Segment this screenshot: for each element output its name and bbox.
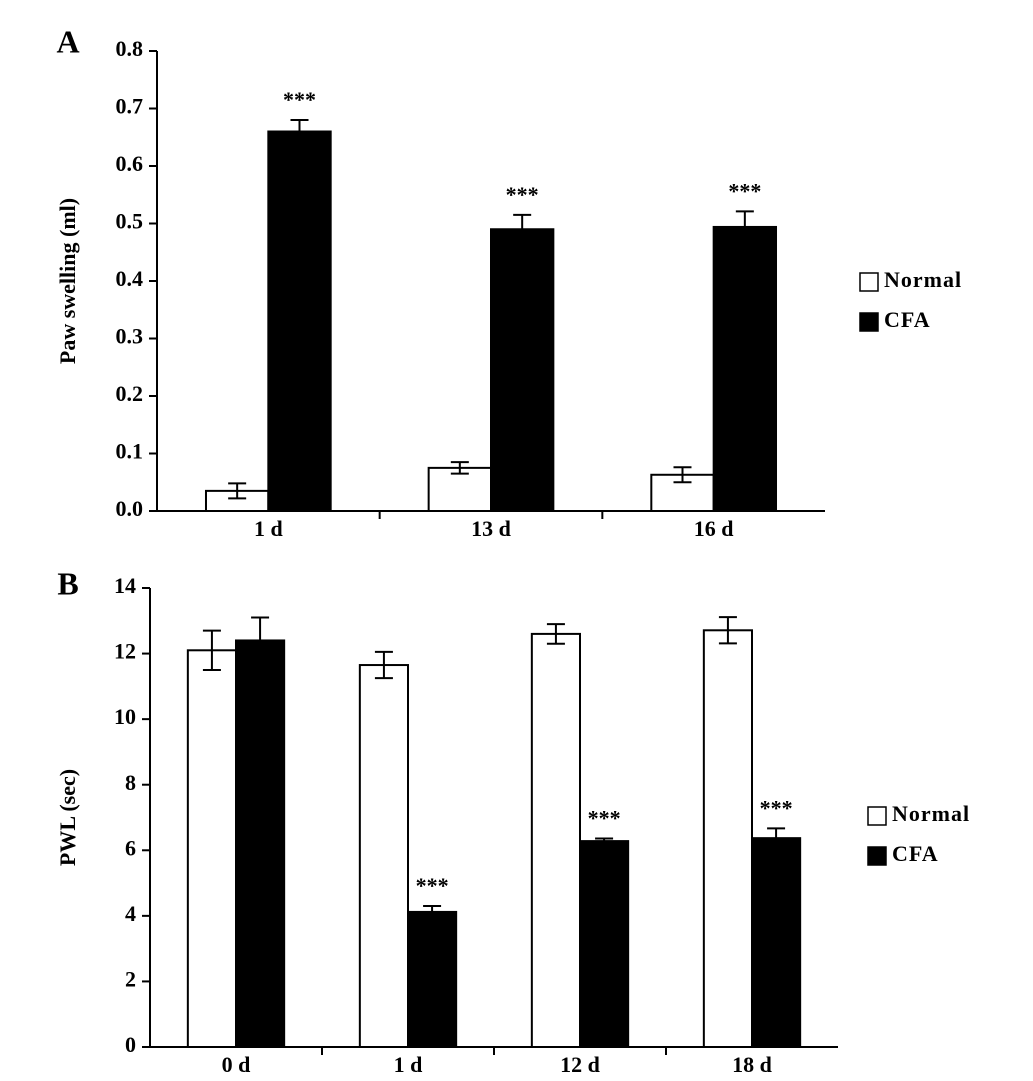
significance-mark: ***: [506, 182, 539, 207]
bar: [267, 130, 332, 512]
legend-label: CFA: [884, 307, 931, 332]
x-tick-label: 1 d: [254, 516, 283, 541]
y-tick-label: 0.0: [116, 496, 144, 521]
significance-mark: ***: [588, 806, 621, 831]
bar: [712, 225, 778, 512]
legend-swatch: [867, 806, 887, 826]
y-tick-label: 0.4: [116, 266, 144, 291]
y-tick-label: 6: [125, 835, 136, 860]
significance-mark: ***: [728, 178, 761, 203]
y-tick-label: 14: [114, 573, 136, 598]
bar: [235, 639, 286, 1048]
x-tick-label: 12 d: [560, 1052, 600, 1077]
y-tick-label: 0.1: [116, 439, 144, 464]
y-tick-label: 0: [125, 1032, 136, 1057]
x-tick-label: 0 d: [222, 1052, 251, 1077]
bar: [358, 664, 409, 1049]
y-tick-label: 10: [114, 704, 136, 729]
legend-swatch: [859, 272, 879, 292]
bar: [407, 910, 458, 1048]
y-tick-label: 0.7: [116, 94, 144, 119]
bar: [751, 837, 802, 1049]
panel-label: B: [57, 565, 78, 601]
significance-mark: ***: [760, 795, 793, 820]
legend-label: Normal: [892, 801, 970, 826]
legend-swatch: [859, 312, 879, 332]
bar: [579, 840, 630, 1048]
y-tick-label: 12: [114, 639, 136, 664]
bar: [186, 649, 237, 1048]
bar: [702, 629, 754, 1048]
y-tick-label: 2: [125, 966, 136, 991]
y-tick-label: 0.6: [116, 151, 144, 176]
y-axis-label: Paw swelling (ml): [55, 198, 80, 364]
bar: [490, 228, 555, 512]
x-tick-label: 18 d: [732, 1052, 772, 1077]
significance-mark: ***: [416, 873, 449, 898]
x-tick-label: 1 d: [394, 1052, 423, 1077]
x-tick-label: 16 d: [694, 516, 734, 541]
y-tick-label: 0.3: [116, 324, 144, 349]
y-tick-label: 4: [125, 901, 136, 926]
legend-label: Normal: [884, 267, 962, 292]
panel-label: A: [56, 23, 79, 59]
bar: [427, 466, 492, 512]
legend-swatch: [867, 846, 887, 866]
legend-label: CFA: [892, 841, 939, 866]
significance-mark: ***: [283, 87, 316, 112]
bar: [530, 632, 582, 1049]
x-tick-label: 13 d: [471, 516, 511, 541]
y-tick-label: 8: [125, 770, 136, 795]
y-axis-label: PWL (sec): [55, 769, 80, 866]
y-tick-label: 0.2: [116, 381, 144, 406]
y-tick-label: 0.8: [116, 36, 144, 61]
y-tick-label: 0.5: [116, 209, 144, 234]
